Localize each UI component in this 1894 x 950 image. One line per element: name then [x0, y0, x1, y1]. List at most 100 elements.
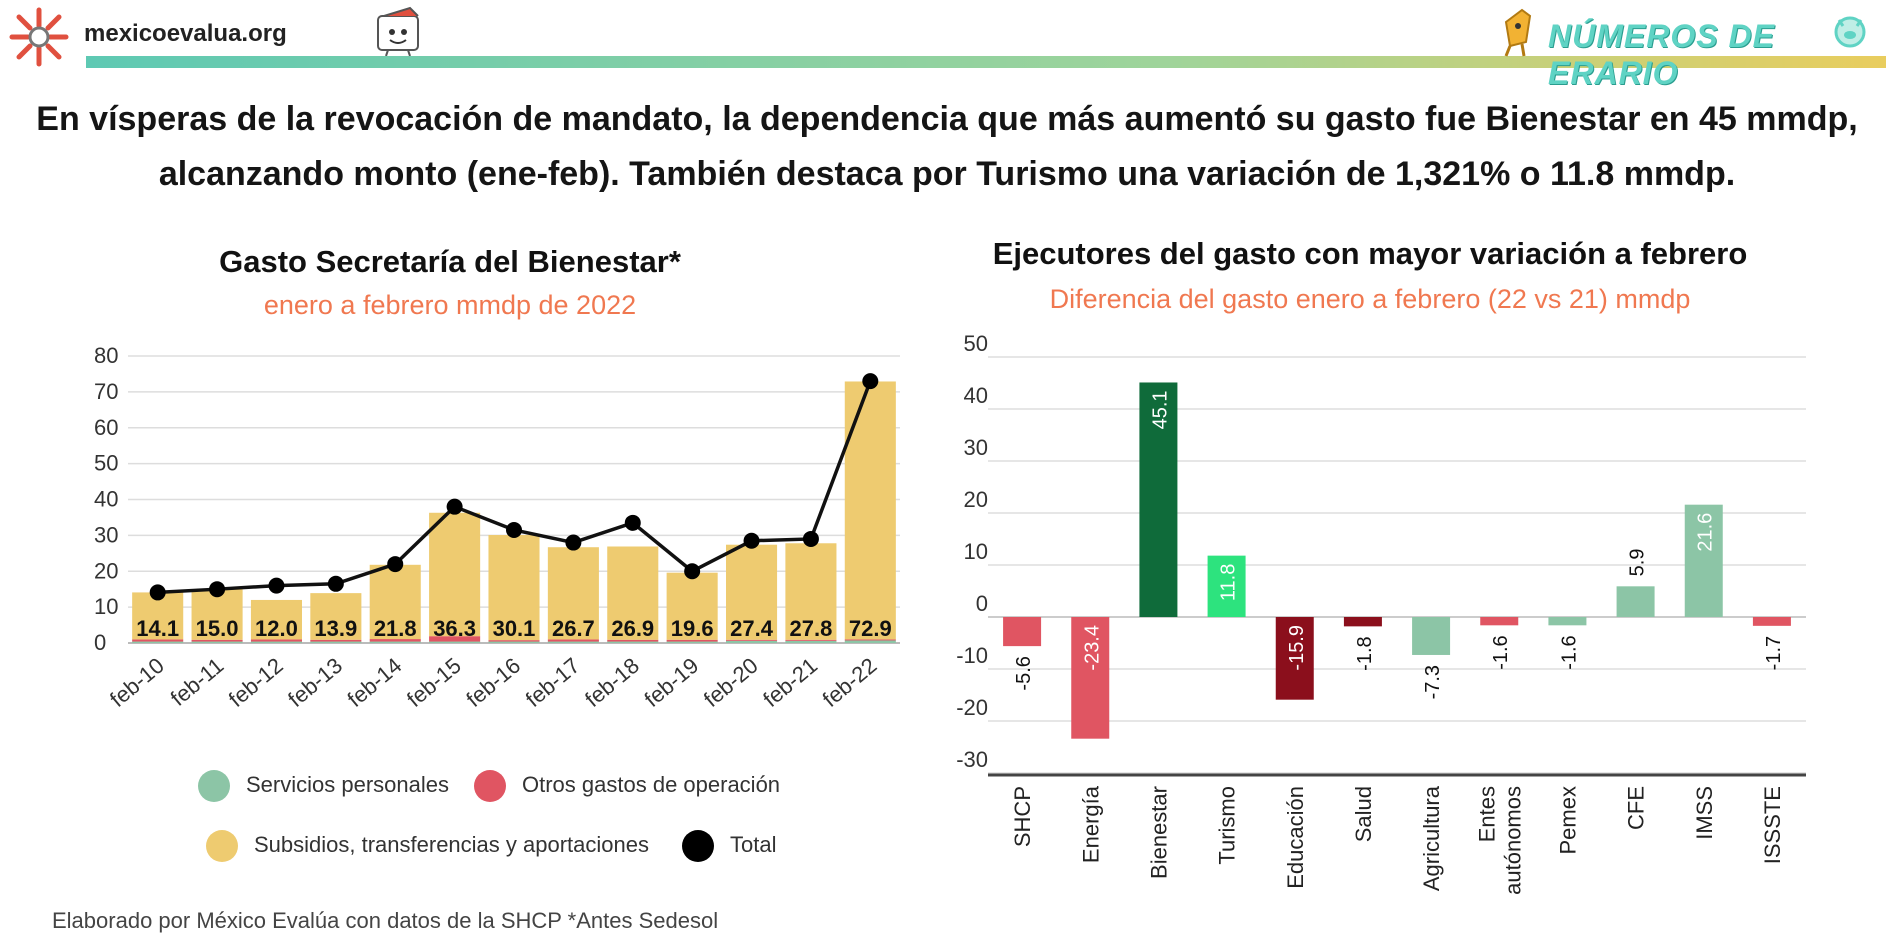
bar-segment — [250, 641, 302, 643]
y-tick-label: 30 — [964, 435, 988, 460]
x-tick-label: Energía — [1078, 785, 1103, 863]
y-tick-label: 40 — [964, 383, 988, 408]
y-tick-label: 10 — [964, 539, 988, 564]
right-chart-title: Ejecutores del gasto con mayor variación… — [992, 236, 1748, 271]
total-point — [506, 521, 522, 538]
bar-segment — [369, 639, 421, 642]
total-point — [268, 577, 285, 594]
y-tick-label: 50 — [964, 331, 988, 356]
data-label: 26.9 — [611, 616, 654, 641]
bar-segment — [250, 639, 302, 642]
legend-label-total: Total — [730, 831, 777, 857]
bar-segment — [785, 543, 837, 640]
bar-segment — [547, 639, 599, 642]
data-label: -5.6 — [1013, 656, 1035, 690]
x-tick-label: ISSSTE — [1760, 786, 1785, 864]
variation-bar — [1412, 617, 1451, 655]
bar-segment — [785, 639, 837, 641]
legend-item-subsidios[interactable]: Subsidios, transferencias y aportaciones — [206, 830, 649, 862]
data-label: -15.9 — [1286, 625, 1308, 671]
total-point — [565, 534, 582, 551]
x-tick-label: Agricultura — [1419, 785, 1444, 891]
y-tick-label: -10 — [956, 643, 988, 668]
total-point — [327, 575, 344, 592]
x-tick-label: autónomos — [1500, 786, 1525, 895]
y-tick-label: 20 — [964, 487, 988, 512]
data-label: 12.0 — [255, 616, 298, 641]
variation-bar — [1003, 617, 1042, 647]
y-tick-label: 60 — [94, 415, 118, 440]
x-tick-label: Turismo — [1215, 786, 1240, 865]
bar-segment — [785, 640, 837, 643]
data-label: -1.6 — [1490, 635, 1512, 669]
bar-segment — [844, 640, 896, 643]
bar-segment — [191, 641, 243, 643]
total-point — [862, 373, 879, 390]
variation-bar — [1275, 617, 1314, 700]
x-tick-label: feb-12 — [224, 653, 288, 712]
bar-segment — [607, 546, 659, 640]
bar-segment — [726, 640, 778, 643]
legend-swatch-otros — [474, 770, 506, 802]
x-tick-label: feb-19 — [640, 653, 704, 712]
bar-segment — [429, 636, 481, 642]
y-tick-label: 0 — [94, 630, 106, 655]
y-tick-label: 70 — [94, 379, 118, 404]
data-label: 27.4 — [730, 616, 774, 641]
bar-segment — [369, 641, 421, 643]
x-tick-label: feb-20 — [699, 653, 763, 712]
variation-bar — [1752, 617, 1791, 626]
mascot-icon — [1504, 8, 1532, 57]
data-label: 13.9 — [314, 616, 357, 641]
data-label: 36.3 — [433, 616, 476, 641]
x-tick-label: IMSS — [1692, 786, 1717, 840]
total-point — [446, 498, 463, 515]
pig-icon — [1834, 16, 1866, 48]
x-tick-label: feb-15 — [402, 653, 466, 712]
bar-segment — [310, 593, 362, 640]
x-tick-label: Pemex — [1555, 786, 1580, 854]
variation-bar — [1684, 504, 1723, 617]
bar-segment — [132, 641, 184, 643]
x-tick-label: Salud — [1351, 786, 1376, 842]
data-label: -1.8 — [1354, 636, 1376, 670]
bar-segment — [607, 641, 659, 643]
x-tick-label: Entes — [1474, 786, 1499, 842]
y-tick-label: 10 — [94, 594, 118, 619]
legend-item-servicios[interactable]: Servicios personales — [198, 770, 449, 802]
legend-item-total[interactable]: Total — [682, 830, 776, 862]
header: mexicoevalua.org NÚMEROS DE ERARIO — [0, 0, 1894, 91]
headline-line-1: En vísperas de la revocación de mandato,… — [36, 100, 1858, 138]
data-label: 72.9 — [849, 616, 892, 641]
y-tick-label: -20 — [956, 695, 988, 720]
data-label: 45.1 — [1149, 390, 1171, 429]
y-tick-label: 80 — [94, 343, 118, 368]
variation-bar — [1548, 617, 1587, 626]
bar-segment — [488, 535, 540, 641]
total-point — [743, 532, 760, 549]
legend-label-otros: Otros gastos de operación — [522, 771, 781, 797]
bar-segment — [191, 589, 243, 640]
header-stripe — [86, 56, 1886, 68]
legend-item-otros[interactable]: Otros gastos de operación — [474, 770, 780, 802]
bar-segment — [488, 641, 540, 643]
left-chart-title: Gasto Secretaría del Bienestar* — [219, 244, 681, 279]
variation-bar — [1139, 382, 1178, 617]
bar-segment — [844, 639, 896, 641]
data-label: 21.6 — [1695, 513, 1717, 552]
site-name[interactable]: mexicoevalua.org — [84, 20, 287, 47]
bar-segment — [726, 639, 778, 641]
bar-segment — [607, 639, 659, 642]
brand-title: NÚMEROS DE ERARIO — [1548, 18, 1775, 91]
x-tick-label: feb-17 — [521, 653, 585, 712]
bar-segment — [191, 639, 243, 642]
headline: En vísperas de la revocación de mandato,… — [0, 92, 1894, 202]
x-tick-label: feb-11 — [166, 653, 229, 711]
bar-segment — [310, 639, 362, 642]
legend-label-subsidios: Subsidios, transferencias y aportaciones — [254, 831, 649, 857]
legend-swatch-subsidios — [206, 830, 238, 862]
data-label: 19.6 — [671, 616, 714, 641]
bar-segment — [547, 641, 599, 643]
legend-label-servicios: Servicios personales — [246, 771, 449, 797]
data-label: 5.9 — [1627, 549, 1649, 577]
